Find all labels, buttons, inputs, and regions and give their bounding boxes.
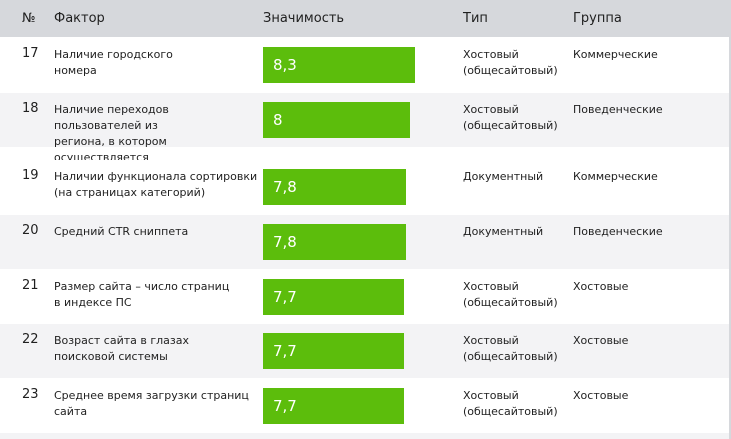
factor-line: номера [54,64,97,77]
row-number: 21 [22,278,39,293]
row-number: 19 [22,168,39,183]
group-text: Хостовые [573,280,629,293]
factor-text: Среднее время загрузки страниц сайта [54,388,259,420]
group-text: Поведенческие [573,103,663,116]
group-text: Хостовые [573,389,629,402]
type-line: (общесайтовый) [463,64,558,77]
type-line: Хостовый [463,334,519,347]
type-line: (общесайтовый) [463,350,558,363]
type-line: Хостовый [463,48,519,61]
significance-value: 8 [273,111,283,129]
type-text: Документный [463,169,568,185]
type-line: Хостовый [463,280,519,293]
header-factor: Фактор [54,11,105,26]
type-line: Хостовый [463,103,519,116]
row-number: 18 [22,101,39,116]
factor-text: Возраст сайта в глазах поисковой системы [54,333,259,365]
type-line: (общесайтовый) [463,296,558,309]
table-right-edge [729,0,731,439]
factor-line: Наличие переходов пользователей из [54,103,169,132]
table-row: 17 Наличие городского номера 8,3 Хостовый (об… [0,38,729,92]
row-number: 20 [22,223,39,238]
header-significance: Значимость [263,11,345,26]
type-line: Документный [463,170,544,183]
significance-bar: 7,7 [263,333,404,369]
factor-line: Возраст сайта в глазах [54,334,190,347]
significance-value: 8,3 [273,56,297,74]
table-bottom-band [0,433,731,439]
significance-value: 7,7 [273,288,297,306]
type-text: Хостовый (общесайтовый) [463,102,568,134]
factor-text: Средний CTR сниппета [54,224,259,240]
table-row: 18 Наличие переходов пользователей из реги… [0,93,729,180]
factor-line: Средний CTR сниппета [54,225,189,238]
factor-text: Наличии функционала сортировки (на страни… [54,169,259,201]
type-text: Хостовый (общесайтовый) [463,333,568,365]
type-line: (общесайтовый) [463,119,558,132]
group-text: Коммерческие [573,48,658,61]
table-row: 21 Размер сайта – число страниц в индексе … [0,270,729,324]
significance-bar: 8,3 [263,47,415,83]
significance-value: 7,7 [273,397,297,415]
table-row: 23 Среднее время загрузки страниц сайта 7,7… [0,379,729,433]
row-number: 22 [22,332,39,347]
type-text: Документный [463,224,568,240]
type-text: Хостовый (общесайтовый) [463,47,568,79]
factor-line: Размер сайта – число страниц [54,280,230,293]
significance-bar: 8 [263,102,410,138]
factor-line: сайта [54,405,88,418]
factor-text: Наличие городского номера [54,47,259,79]
table-header: № Фактор Значимость Тип Группа [0,0,731,37]
significance-bar: 7,8 [263,224,406,260]
table-row: 19 Наличии функционала сортировки (на стра… [0,160,729,214]
group-text: Коммерческие [573,170,658,183]
significance-bar: 7,7 [263,279,404,315]
header-type: Тип [463,11,488,26]
row-number: 23 [22,387,39,402]
type-line: (общесайтовый) [463,405,558,418]
factor-line: Наличие городского [54,48,173,61]
factor-line: Среднее время загрузки страниц [54,389,249,402]
table-row: 20 Средний CTR сниппета 7,8 Документный Пове… [0,215,729,269]
type-text: Хостовый (общесайтовый) [463,388,568,420]
significance-value: 7,7 [273,342,297,360]
table-row: 22 Возраст сайта в глазах поисковой систем… [0,324,729,378]
factor-line: поисковой системы [54,350,168,363]
type-line: Хостовый [463,389,519,402]
group-text: Поведенческие [573,225,663,238]
row-number: 17 [22,46,39,61]
type-line: Документный [463,225,544,238]
significance-value: 7,8 [273,178,297,196]
header-group: Группа [573,11,622,26]
group-text: Хостовые [573,334,629,347]
header-num: № [22,11,36,26]
type-text: Хостовый (общесайтовый) [463,279,568,311]
significance-value: 7,8 [273,233,297,251]
factor-line: в индексе ПС [54,296,132,309]
factor-line: Наличии функционала сортировки [54,170,258,183]
factor-line: (на страницах категорий) [54,186,206,199]
significance-bar: 7,7 [263,388,404,424]
significance-bar: 7,8 [263,169,406,205]
factor-text: Размер сайта – число страниц в индексе ПС [54,279,259,311]
